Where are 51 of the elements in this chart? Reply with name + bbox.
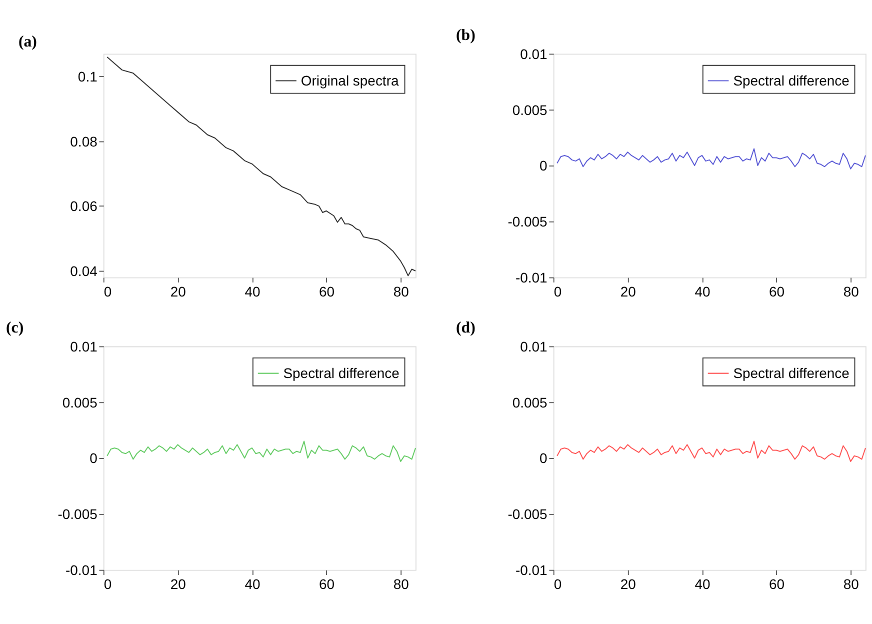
y-tick-label: 0.04 — [70, 262, 98, 279]
x-tick-label: 60 — [769, 283, 785, 300]
y-tick-label: 0.01 — [520, 338, 548, 354]
x-tick-label: 40 — [244, 576, 260, 592]
y-tick-label: 0.01 — [70, 338, 98, 354]
x-tick-label: 80 — [393, 576, 410, 592]
x-tick-label: 20 — [170, 283, 186, 300]
line-series — [556, 440, 866, 462]
line-series — [106, 440, 416, 462]
x-tick-label: 80 — [843, 576, 860, 592]
y-tick-label: 0.06 — [70, 198, 98, 214]
x-tick-label: 80 — [393, 283, 410, 300]
x-tick-label: 0 — [104, 576, 112, 592]
y-tick-label: -0.005 — [508, 214, 548, 230]
y-tick-label: 0 — [90, 450, 98, 466]
x-tick-label: 60 — [319, 283, 335, 300]
x-tick-label: 40 — [694, 576, 710, 592]
x-tick-label: 20 — [620, 283, 636, 300]
chart-title: (c) — [6, 319, 24, 336]
x-tick-label: 0 — [554, 576, 562, 592]
x-tick-label: 80 — [843, 283, 860, 300]
legend-label: Original spectra — [300, 72, 399, 88]
y-tick-label: -0.01 — [515, 562, 548, 578]
chart-title: (b) — [456, 26, 476, 44]
y-tick-label: -0.005 — [58, 506, 98, 522]
x-tick-label: 20 — [620, 576, 636, 592]
line-series — [106, 56, 416, 276]
y-tick-label: 0.005 — [512, 102, 548, 118]
x-tick-label: 40 — [244, 283, 260, 300]
legend-label: Spectral difference — [283, 364, 400, 381]
x-tick-label: 60 — [319, 576, 335, 592]
x-tick-label: 60 — [769, 576, 785, 592]
y-tick-label: 0.1 — [78, 68, 98, 85]
x-tick-label: 40 — [694, 283, 710, 300]
x-tick-label: 20 — [170, 576, 186, 592]
line-series — [556, 148, 866, 170]
legend-label: Spectral difference — [733, 364, 850, 381]
y-tick-label: 0 — [540, 158, 548, 174]
chart-title: (a) — [18, 33, 37, 50]
legend-label: Spectral difference — [733, 72, 850, 88]
x-tick-label: 0 — [104, 283, 112, 300]
y-tick-label: 0.005 — [512, 394, 548, 410]
x-tick-label: 0 — [554, 283, 562, 300]
y-tick-label: 0.01 — [520, 46, 548, 62]
y-tick-label: -0.005 — [508, 506, 548, 522]
y-tick-label: 0.005 — [62, 394, 98, 410]
y-tick-label: 0 — [540, 450, 548, 466]
chart-title: (d) — [456, 319, 476, 336]
y-tick-label: 0.08 — [70, 133, 98, 150]
y-tick-label: -0.01 — [66, 562, 98, 578]
y-tick-label: -0.01 — [515, 269, 548, 286]
